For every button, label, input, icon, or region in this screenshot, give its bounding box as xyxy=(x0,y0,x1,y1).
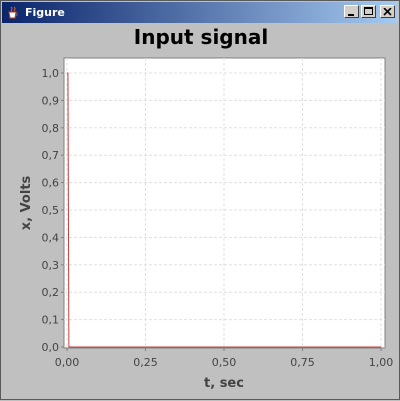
y-tick-label: 0,2 xyxy=(42,286,60,299)
series-line xyxy=(67,72,381,348)
y-tick-label: 0,3 xyxy=(42,259,60,272)
x-tick-label: 0,00 xyxy=(55,356,80,369)
window-title: Figure xyxy=(25,6,65,19)
chart-title: Input signal xyxy=(133,25,269,49)
y-tick-label: 0,6 xyxy=(42,177,60,190)
close-button[interactable] xyxy=(380,5,395,18)
x-tick-label: 0,25 xyxy=(133,356,158,369)
x-tick-label: 0,50 xyxy=(212,356,237,369)
x-tick-label: 0,75 xyxy=(290,356,315,369)
minimize-button[interactable] xyxy=(344,5,359,18)
y-tick-label: 0,5 xyxy=(42,204,60,217)
y-tick-label: 0,4 xyxy=(42,231,60,244)
y-axis-label: x, Volts xyxy=(19,175,34,230)
window-controls xyxy=(344,5,395,18)
y-tick-label: 0,7 xyxy=(42,149,60,162)
x-tick-label: 1,00 xyxy=(369,356,394,369)
y-tick-label: 0,0 xyxy=(42,341,60,354)
y-tick-label: 0,9 xyxy=(42,94,60,107)
close-icon xyxy=(383,7,392,16)
y-tick-label: 0,1 xyxy=(42,314,60,327)
title-bar[interactable]: Figure xyxy=(2,2,398,23)
java-cup-icon xyxy=(6,6,20,20)
maximize-icon xyxy=(364,7,373,15)
y-tick-label: 0,8 xyxy=(42,122,60,135)
maximize-button[interactable] xyxy=(361,5,376,18)
minimize-icon xyxy=(348,13,354,16)
y-tick-label: 1,0 xyxy=(42,67,60,80)
x-axis-label: t, sec xyxy=(204,376,244,391)
